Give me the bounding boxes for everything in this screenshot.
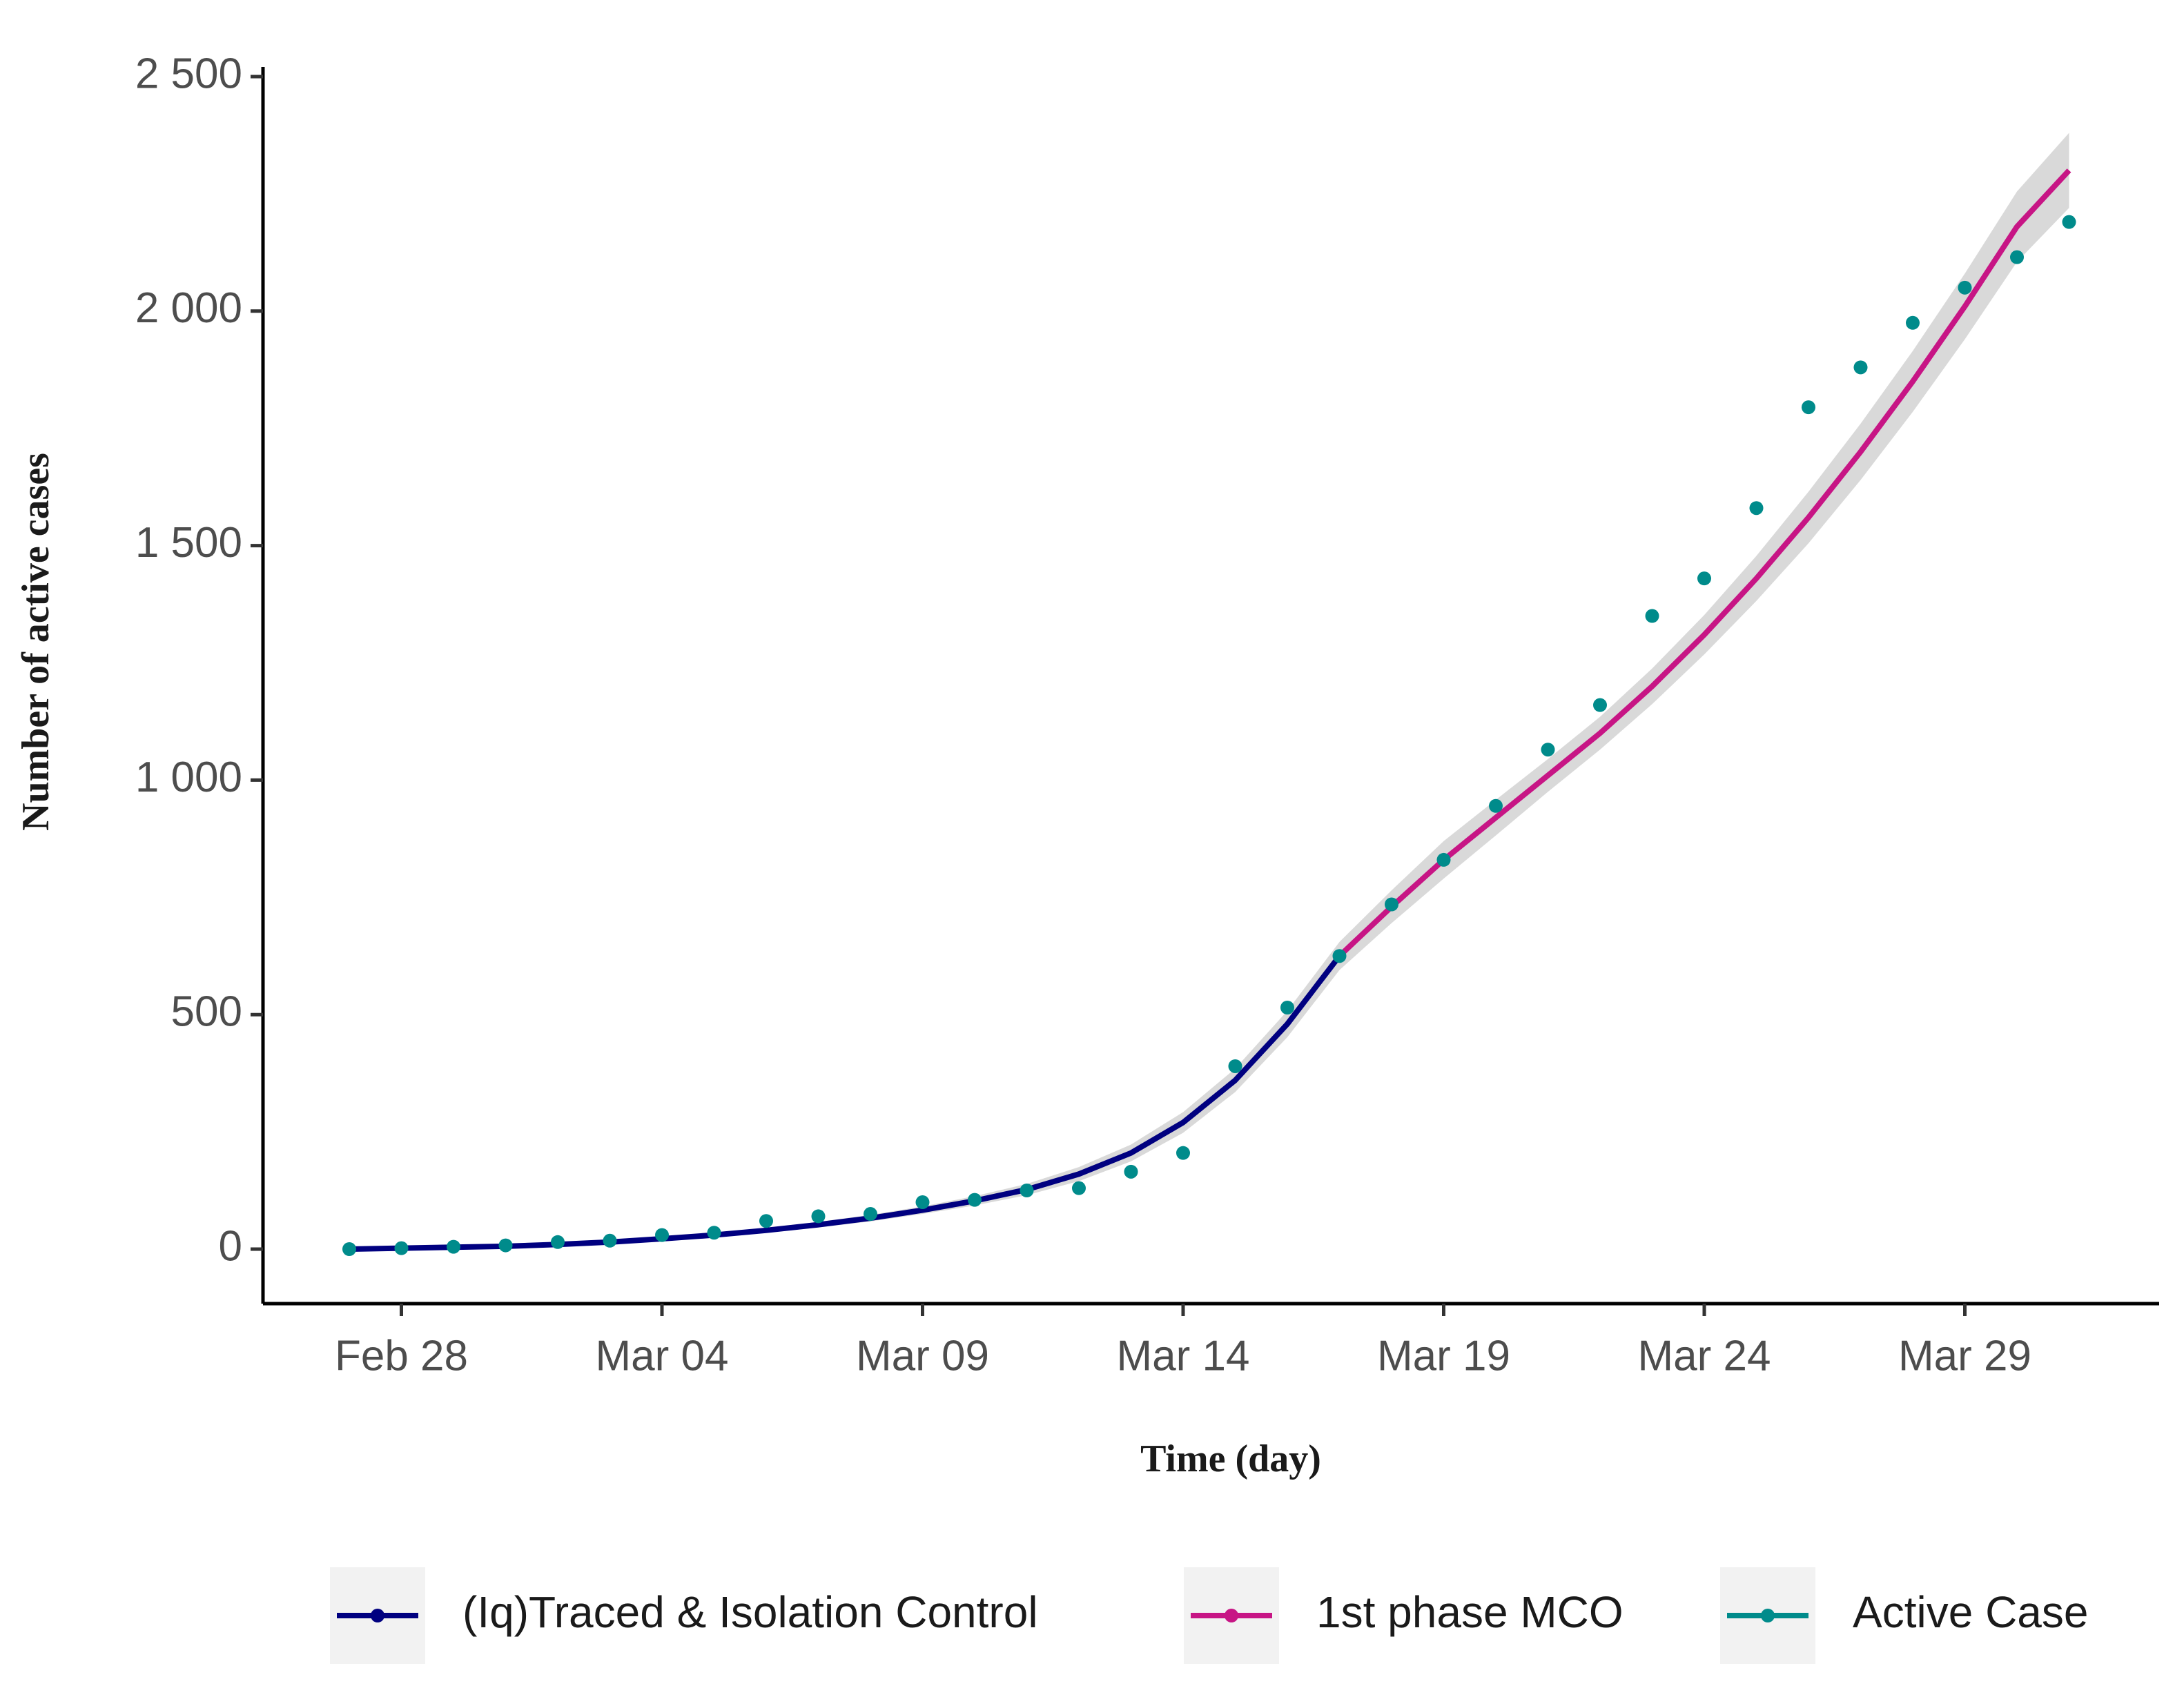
data-point (811, 1209, 826, 1224)
data-point (2062, 215, 2076, 229)
y-axis-title: Number of active cases (14, 453, 57, 831)
y-tick-label: 0 (219, 1222, 242, 1270)
data-point (1228, 1059, 1242, 1073)
data-point (1385, 897, 1398, 912)
data-point (1072, 1181, 1086, 1195)
data-point (915, 1195, 930, 1210)
y-tick-label: 2 500 (135, 50, 242, 97)
data-point (394, 1241, 409, 1255)
confidence-ribbon (349, 133, 2069, 1250)
data-point (498, 1238, 513, 1253)
legend-label: (Iq)Traced & Isolation Control (462, 1587, 1038, 1637)
data-point (1802, 400, 1815, 415)
x-tick-label: Mar 14 (1117, 1332, 1250, 1380)
data-point (1697, 571, 1711, 586)
series-line (1337, 168, 2071, 959)
data-point (1593, 698, 1607, 712)
data-point (655, 1228, 669, 1242)
data-point (551, 1235, 565, 1249)
y-tick-label: 1 000 (135, 754, 242, 801)
data-point (1645, 609, 1659, 623)
data-point (1436, 852, 1451, 867)
legend-key-point (371, 1609, 384, 1622)
x-tick-label: Mar 24 (1638, 1332, 1771, 1380)
data-point (968, 1193, 982, 1207)
data-point (1332, 949, 1347, 963)
x-axis-title: Time (day) (1140, 1438, 1321, 1480)
data-point (1489, 798, 1503, 813)
data-point (1124, 1164, 1138, 1179)
data-point (864, 1207, 877, 1222)
y-tick-label: 500 (171, 988, 242, 1036)
data-point (1906, 315, 1920, 330)
legend-key-point (1225, 1609, 1238, 1622)
x-tick-label: Mar 29 (1898, 1332, 2031, 1380)
legend-key-point (1761, 1609, 1775, 1622)
y-tick-label: 2 000 (135, 284, 242, 332)
data-point (1853, 360, 1868, 375)
data-point (2010, 250, 2024, 264)
y-tick-label: 1 500 (135, 519, 242, 567)
data-point (1280, 1001, 1294, 1015)
data-point (707, 1226, 721, 1240)
data-point (1958, 280, 1972, 295)
data-point (447, 1239, 460, 1254)
legend-label: 1st phase MCO (1316, 1587, 1624, 1637)
x-tick-label: Mar 19 (1377, 1332, 1510, 1380)
x-tick-label: Mar 04 (596, 1332, 729, 1380)
data-point (1541, 743, 1555, 757)
data-point (342, 1242, 356, 1256)
data-point (1020, 1184, 1034, 1198)
data-point (1176, 1146, 1190, 1160)
series-line (349, 954, 1342, 1252)
legend-label: Active Case (1853, 1587, 2088, 1637)
x-tick-label: Mar 09 (856, 1332, 989, 1380)
data-point (603, 1233, 617, 1248)
data-point (759, 1214, 773, 1228)
data-point (1749, 501, 1764, 516)
x-tick-label: Feb 28 (335, 1332, 468, 1380)
